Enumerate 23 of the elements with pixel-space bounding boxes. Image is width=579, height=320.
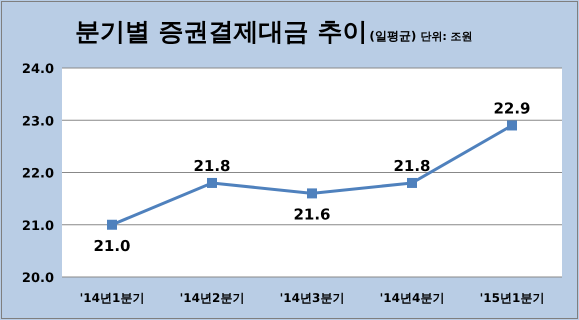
y-tick-label: 20.0	[22, 271, 54, 286]
data-label: 21.6	[293, 205, 331, 224]
x-tick-label: '14년3분기	[280, 291, 344, 305]
data-label: 22.9	[493, 99, 531, 118]
point	[407, 178, 417, 188]
y-tick-label: 22.0	[22, 166, 54, 182]
y-tick-label: 21.0	[22, 218, 54, 234]
chart-subtitle: (일평균)	[369, 29, 416, 43]
data-label: 21.8	[393, 156, 431, 175]
y-tick-label: 23.0	[22, 114, 54, 130]
text: 단위: 조원	[420, 30, 473, 43]
data-label: 21.8	[193, 156, 231, 175]
x-tick-label: '14년4분기	[380, 291, 444, 305]
point	[307, 188, 317, 198]
data-label: 21.0	[93, 236, 131, 255]
point	[507, 120, 517, 130]
point	[207, 178, 217, 188]
x-tick-label: '15년1분기	[480, 291, 544, 305]
x-tick-label: '14년1분기	[80, 291, 144, 305]
chart-title: 분기별 증권결제대금 추이	[75, 17, 368, 46]
y-tick-label: 24.0	[22, 62, 54, 77]
point	[107, 220, 117, 230]
x-tick-label: '14년2분기	[180, 291, 244, 305]
